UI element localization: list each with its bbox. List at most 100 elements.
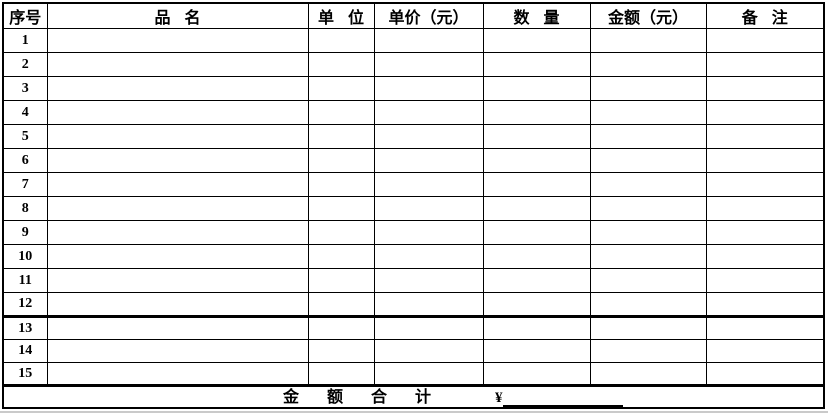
- cell-quantity[interactable]: [482, 28, 591, 53]
- cell-notes[interactable]: [705, 52, 825, 77]
- cell-unit-price[interactable]: [373, 220, 484, 245]
- cell-amount[interactable]: [589, 268, 707, 293]
- table-row: 9: [2, 220, 825, 245]
- cell-amount[interactable]: [589, 148, 707, 173]
- cell-name[interactable]: [46, 362, 309, 386]
- cell-quantity[interactable]: [482, 172, 591, 197]
- cell-name[interactable]: [46, 339, 309, 363]
- cell-unit[interactable]: [307, 124, 375, 149]
- cell-quantity[interactable]: [482, 316, 591, 340]
- cell-quantity[interactable]: [482, 339, 591, 363]
- cell-amount[interactable]: [589, 172, 707, 197]
- cell-quantity[interactable]: [482, 220, 591, 245]
- cell-notes[interactable]: [705, 148, 825, 173]
- cell-unit[interactable]: [307, 362, 375, 386]
- cell-quantity[interactable]: [482, 292, 591, 318]
- cell-name[interactable]: [46, 148, 309, 173]
- cell-amount[interactable]: [589, 292, 707, 318]
- cell-amount[interactable]: [589, 196, 707, 221]
- cell-quantity[interactable]: [482, 124, 591, 149]
- cell-unit[interactable]: [307, 172, 375, 197]
- cell-notes[interactable]: [705, 124, 825, 149]
- cell-name[interactable]: [46, 76, 309, 101]
- cell-notes[interactable]: [705, 220, 825, 245]
- cell-notes[interactable]: [705, 339, 825, 363]
- cell-unit[interactable]: [307, 220, 375, 245]
- cell-unit-price[interactable]: [373, 244, 484, 269]
- cell-notes[interactable]: [705, 292, 825, 318]
- cell-amount[interactable]: [589, 362, 707, 386]
- cell-notes[interactable]: [705, 362, 825, 386]
- cell-notes[interactable]: [705, 316, 825, 340]
- row-number-cell: 14: [2, 339, 48, 363]
- cell-unit-price[interactable]: [373, 124, 484, 149]
- total-amount-blank-line[interactable]: [502, 390, 623, 407]
- cell-amount[interactable]: [589, 124, 707, 149]
- cell-unit[interactable]: [307, 292, 375, 318]
- cell-unit[interactable]: [307, 76, 375, 101]
- header-row: 序号 品 名 单 位 单价（元） 数 量 金额（元） 备 注: [2, 2, 825, 29]
- cell-unit-price[interactable]: [373, 339, 484, 363]
- cell-unit[interactable]: [307, 316, 375, 340]
- cell-amount[interactable]: [589, 220, 707, 245]
- cell-notes[interactable]: [705, 268, 825, 293]
- cell-amount[interactable]: [589, 100, 707, 125]
- cell-unit-price[interactable]: [373, 196, 484, 221]
- row-number-cell: 13: [2, 316, 48, 340]
- table-row: 2: [2, 52, 825, 77]
- cell-quantity[interactable]: [482, 52, 591, 77]
- cell-name[interactable]: [46, 52, 309, 77]
- cell-quantity[interactable]: [482, 76, 591, 101]
- cell-notes[interactable]: [705, 100, 825, 125]
- cell-name[interactable]: [46, 172, 309, 197]
- cell-unit-price[interactable]: [373, 268, 484, 293]
- cell-name[interactable]: [46, 220, 309, 245]
- cell-name[interactable]: [46, 100, 309, 125]
- cell-unit-price[interactable]: [373, 362, 484, 386]
- cell-unit-price[interactable]: [373, 172, 484, 197]
- cell-unit-price[interactable]: [373, 28, 484, 53]
- cell-name[interactable]: [46, 292, 309, 318]
- cell-name[interactable]: [46, 316, 309, 340]
- cell-amount[interactable]: [589, 339, 707, 363]
- cell-unit-price[interactable]: [373, 100, 484, 125]
- cell-amount[interactable]: [589, 316, 707, 340]
- cell-unit[interactable]: [307, 52, 375, 77]
- cell-unit[interactable]: [307, 28, 375, 53]
- cell-unit-price[interactable]: [373, 292, 484, 318]
- cell-unit-price[interactable]: [373, 148, 484, 173]
- cell-amount[interactable]: [589, 244, 707, 269]
- cell-quantity[interactable]: [482, 362, 591, 386]
- cell-name[interactable]: [46, 124, 309, 149]
- cell-name[interactable]: [46, 268, 309, 293]
- cell-name[interactable]: [46, 28, 309, 53]
- cell-amount[interactable]: [589, 76, 707, 101]
- cell-notes[interactable]: [705, 76, 825, 101]
- cell-quantity[interactable]: [482, 268, 591, 293]
- cell-unit[interactable]: [307, 244, 375, 269]
- cell-quantity[interactable]: [482, 244, 591, 269]
- table-row: 4: [2, 100, 825, 125]
- cell-quantity[interactable]: [482, 196, 591, 221]
- cell-unit-price[interactable]: [373, 76, 484, 101]
- cell-unit[interactable]: [307, 148, 375, 173]
- cell-notes[interactable]: [705, 172, 825, 197]
- cell-quantity[interactable]: [482, 100, 591, 125]
- cell-unit[interactable]: [307, 268, 375, 293]
- cell-unit[interactable]: [307, 196, 375, 221]
- cell-name[interactable]: [46, 196, 309, 221]
- cell-quantity[interactable]: [482, 148, 591, 173]
- cell-unit[interactable]: [307, 100, 375, 125]
- table-row: 5: [2, 124, 825, 149]
- cell-unit[interactable]: [307, 339, 375, 363]
- cell-unit-price[interactable]: [373, 316, 484, 340]
- cell-notes[interactable]: [705, 196, 825, 221]
- cell-unit-price[interactable]: [373, 52, 484, 77]
- cell-name[interactable]: [46, 244, 309, 269]
- cell-notes[interactable]: [705, 28, 825, 53]
- cell-amount[interactable]: [589, 52, 707, 77]
- cell-notes[interactable]: [705, 244, 825, 269]
- total-label: 金 额 合 计: [283, 389, 432, 406]
- cell-amount[interactable]: [589, 28, 707, 53]
